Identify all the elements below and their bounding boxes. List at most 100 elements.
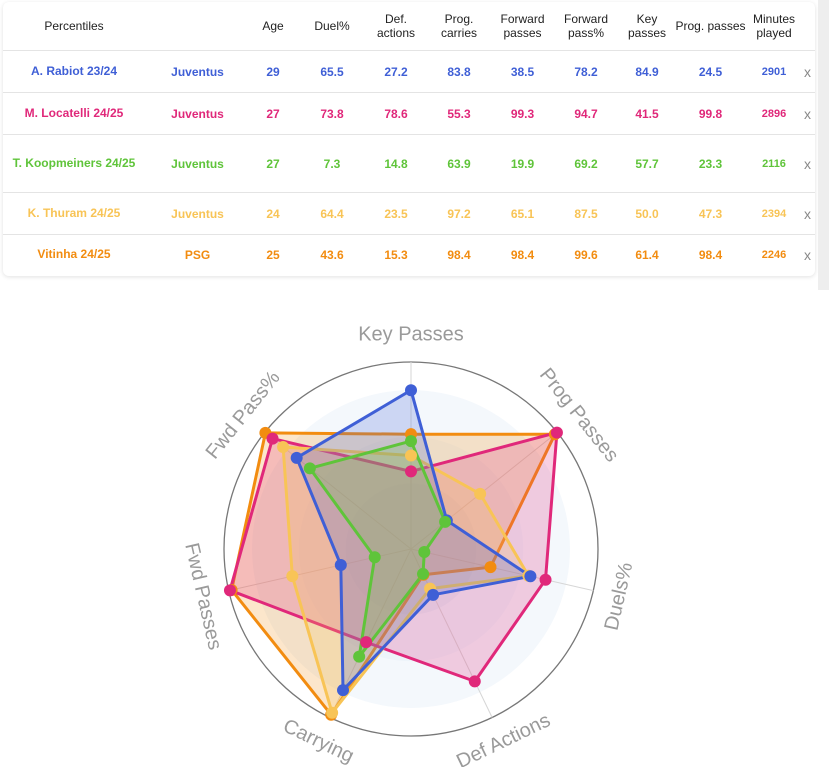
data-point[interactable] <box>468 675 481 688</box>
data-point[interactable] <box>405 465 417 478</box>
header-forward-passes[interactable]: Forward passes <box>494 2 551 51</box>
prog-passes-cell: 23.3 <box>673 134 748 193</box>
header-forward-pass-pct[interactable]: Forward pass% <box>551 2 621 51</box>
data-point[interactable] <box>334 559 347 572</box>
team-name: Juventus <box>145 92 250 135</box>
series-area[interactable] <box>308 439 447 659</box>
minutes-cell: 2901 <box>748 50 800 93</box>
prog-carries-cell: 83.8 <box>424 50 494 93</box>
forward-pass-pct-cell: 87.5 <box>551 192 621 235</box>
table-header-row: Percentiles Age Duel% Def. actions Prog.… <box>3 2 815 51</box>
header-def-actions[interactable]: Def. actions <box>368 2 424 51</box>
data-point[interactable] <box>290 451 303 464</box>
prog-passes-cell: 99.8 <box>673 92 748 135</box>
header-prog-carries[interactable]: Prog. carries <box>424 2 494 51</box>
forward-pass-pct-cell: 94.7 <box>551 92 621 135</box>
axis-label: Key Passes <box>358 323 464 345</box>
player-name[interactable]: M. Locatelli 24/25 <box>3 92 145 135</box>
age-cell: 29 <box>250 50 296 93</box>
data-point[interactable] <box>405 435 417 448</box>
duel-cell: 43.6 <box>320 247 344 262</box>
age-cell: 24 <box>250 192 296 235</box>
forward-passes-cell: 65.1 <box>494 192 551 235</box>
comparison-table-card: Percentiles Age Duel% Def. actions Prog.… <box>3 2 815 276</box>
data-point[interactable] <box>223 584 236 597</box>
series-area[interactable] <box>295 388 532 692</box>
key-passes-cell: 50.0 <box>621 192 673 235</box>
data-point[interactable] <box>417 567 430 580</box>
key-passes-cell: 84.9 <box>621 50 673 93</box>
scrollbar-track[interactable] <box>818 0 829 290</box>
forward-passes-cell: 38.5 <box>494 50 551 93</box>
remove-button[interactable]: x <box>800 134 815 193</box>
remove-button[interactable]: x <box>800 192 815 235</box>
key-passes-cell: 61.4 <box>635 247 659 262</box>
player-name[interactable]: Vitinha 24/25 <box>37 247 111 262</box>
prog-carries-cell: 98.4 <box>447 247 471 262</box>
duel-cell: 7.3 <box>296 134 368 193</box>
age-cell: 27 <box>250 92 296 135</box>
data-point[interactable] <box>439 515 452 528</box>
data-point[interactable] <box>418 546 431 559</box>
data-point[interactable] <box>524 570 537 583</box>
axis-label: Fwd Passes <box>180 541 226 652</box>
data-point[interactable] <box>303 462 316 475</box>
data-point[interactable] <box>405 384 417 397</box>
header-minutes[interactable]: Minutes played <box>748 2 800 51</box>
player-name[interactable]: A. Rabiot 23/24 <box>3 50 145 93</box>
data-point[interactable] <box>484 561 497 574</box>
data-point[interactable] <box>405 449 417 462</box>
data-point[interactable] <box>474 487 487 500</box>
prog-passes-cell: 24.5 <box>673 50 748 93</box>
data-point[interactable] <box>368 551 381 564</box>
team-name: Juventus <box>145 50 250 93</box>
prog-passes-cell: 47.3 <box>673 192 748 235</box>
header-duel[interactable]: Duel% <box>296 2 368 51</box>
forward-passes-cell: 98.4 <box>510 247 535 262</box>
data-point[interactable] <box>286 570 299 583</box>
data-point[interactable] <box>539 573 552 586</box>
player-name[interactable]: T. Koopmeiners 24/25 <box>3 134 145 193</box>
table-row: Vitinha 24/25 PSG 25 43.6 15.3 98.4 98.4 99.6 61… <box>3 235 815 275</box>
team-name: Juventus <box>145 134 250 193</box>
key-passes-cell: 41.5 <box>621 92 673 135</box>
table-row: A. Rabiot 23/24 Juventus 29 65.5 27.2 83.8 38.… <box>3 50 815 93</box>
prog-passes-cell: 98.4 <box>698 247 723 262</box>
data-point[interactable] <box>360 636 373 649</box>
duel-cell: 64.4 <box>296 192 368 235</box>
data-point[interactable] <box>326 706 339 719</box>
remove-button[interactable]: x <box>800 92 815 135</box>
header-age[interactable]: Age <box>250 2 296 51</box>
table-row: M. Locatelli 24/25 Juventus 27 73.8 78.6 55.3… <box>3 92 815 135</box>
minutes-cell: 2116 <box>748 134 800 193</box>
data-point[interactable] <box>277 440 290 453</box>
data-point[interactable] <box>353 650 366 663</box>
axis-label: Duels% <box>601 560 638 632</box>
duel-cell: 73.8 <box>296 92 368 135</box>
age-cell: 27 <box>250 134 296 193</box>
player-name[interactable]: K. Thuram 24/25 <box>3 192 145 235</box>
duel-cell: 65.5 <box>296 50 368 93</box>
data-point[interactable] <box>550 426 563 439</box>
prog-carries-cell: 55.3 <box>424 92 494 135</box>
team-name: PSG <box>184 247 211 262</box>
forward-passes-cell: 99.3 <box>494 92 551 135</box>
data-point[interactable] <box>427 588 440 601</box>
forward-pass-pct-cell: 69.2 <box>551 134 621 193</box>
def-actions-cell: 27.2 <box>368 50 424 93</box>
header-team <box>145 2 250 51</box>
table-row: T. Koopmeiners 24/25 Juventus 27 7.3 14.8 63.… <box>3 134 815 193</box>
radar-chart-area: Key Passes Prog Passes Duels% Def Actions Ca… <box>0 290 829 772</box>
header-key-passes[interactable]: Key passes <box>621 2 673 51</box>
forward-pass-pct-cell: 78.2 <box>551 50 621 93</box>
data-point[interactable] <box>266 432 279 445</box>
data-point[interactable] <box>337 684 350 697</box>
remove-button[interactable]: x <box>800 50 815 93</box>
prog-carries-cell: 63.9 <box>424 134 494 193</box>
header-percentiles[interactable]: Percentiles <box>3 2 145 51</box>
remove-button[interactable]: x <box>804 246 811 263</box>
key-passes-cell: 57.7 <box>621 134 673 193</box>
header-prog-passes[interactable]: Prog. passes <box>673 2 748 51</box>
radar-spoke <box>264 432 412 550</box>
def-actions-cell: 14.8 <box>368 134 424 193</box>
